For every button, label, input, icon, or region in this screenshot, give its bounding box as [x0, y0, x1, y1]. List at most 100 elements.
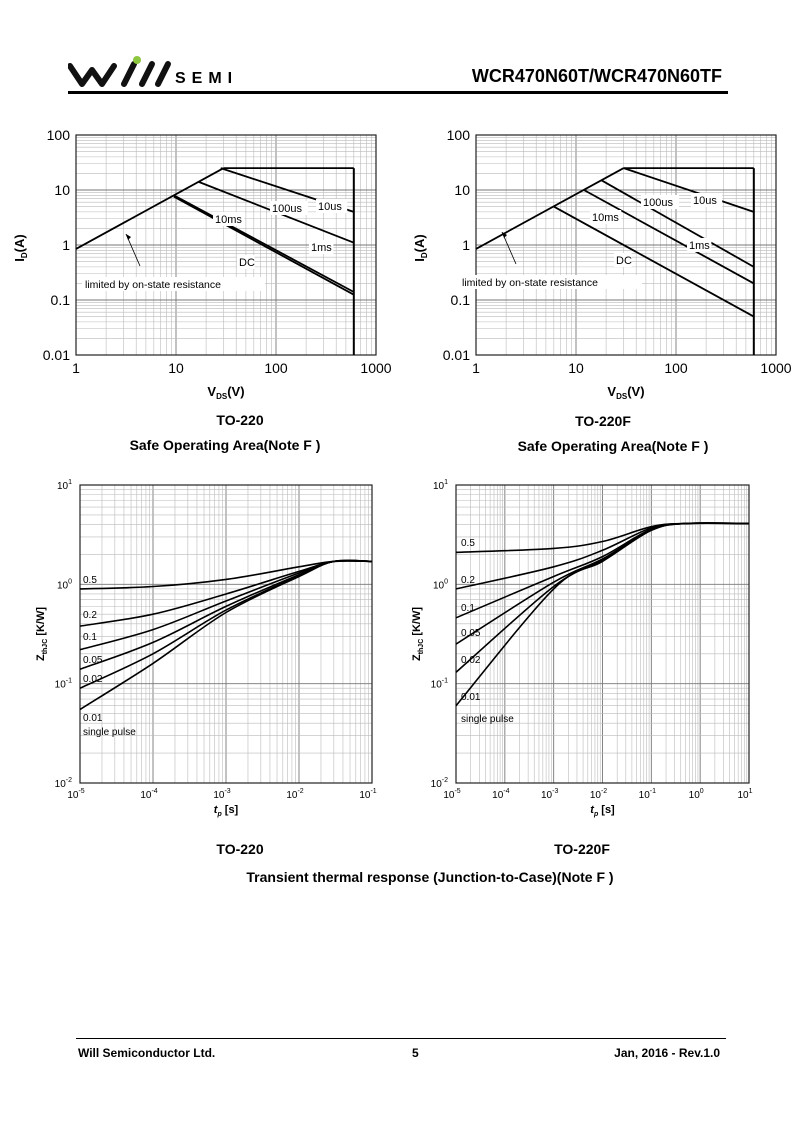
curve-label-100us: 100us	[272, 203, 302, 215]
y-tick-label: 10-2	[55, 777, 72, 790]
y-tick-label: 1	[462, 237, 470, 253]
curve-label-bg	[213, 212, 245, 226]
curve-label-10us: 10us	[693, 195, 717, 207]
y-tick-label: 0.1	[451, 292, 471, 308]
curve-label-0.1: 0.1	[83, 632, 97, 643]
y-axis-label: ID(A)	[412, 234, 429, 261]
x-tick-label: 100	[689, 788, 704, 801]
limit-note-arrowhead	[126, 234, 131, 240]
series-line-10ms	[583, 189, 755, 285]
curve-label-10us: 10us	[318, 201, 342, 213]
y-axis-label: ID(A)	[12, 234, 29, 261]
limit-note-bg	[82, 277, 265, 291]
x-tick-label: 10-1	[639, 788, 656, 801]
x-axis-label: VDS(V)	[607, 384, 644, 401]
x-tick-label: 1000	[760, 360, 791, 376]
x-tick-label: 1	[472, 360, 480, 376]
curve-label-0.02: 0.02	[461, 655, 481, 666]
series-line-limited-by-on-state-resistance	[75, 167, 225, 250]
x-tick-label: 100	[264, 360, 288, 376]
y-axis-label: ZthJC [K/W]	[411, 607, 425, 661]
curve-label-bg	[687, 238, 712, 252]
x-axis-label: VDS(V)	[207, 384, 244, 401]
x-tick-label: 10	[168, 360, 184, 376]
x-tick-label: 10-5	[443, 788, 460, 801]
y-tick-label: 100	[447, 127, 471, 143]
limit-note-arrowhead	[502, 232, 507, 238]
curve-label-10ms: 10ms	[592, 212, 619, 224]
curve-label-0.5: 0.5	[83, 575, 97, 586]
y-tick-label: 10-1	[431, 678, 448, 691]
series-line-limited-by-on-state-resistance	[475, 167, 625, 250]
series-line-DC	[173, 195, 355, 296]
y-tick-label: 101	[57, 479, 72, 492]
y-tick-label: 0.1	[51, 292, 71, 308]
curve-label-0.01: 0.01	[83, 713, 103, 724]
series-line-10ms	[173, 194, 355, 293]
curve-label-1ms: 1ms	[311, 242, 332, 254]
soa-package-to220f: TO-220F	[575, 413, 631, 429]
x-tick-label: 10-2	[286, 788, 303, 801]
footer-rule	[76, 1038, 726, 1039]
plot-frame	[79, 484, 373, 784]
zth-curve-0.01	[79, 559, 373, 711]
y-tick-label: 100	[57, 578, 72, 591]
curve-label-single-pulse: single pulse	[461, 714, 514, 725]
curve-label-1ms: 1ms	[689, 240, 710, 252]
curve-label-bg	[691, 193, 723, 207]
limit-note: limited by on-state resistance	[462, 277, 598, 289]
curve-label-0.1: 0.1	[461, 603, 475, 614]
curve-label-0.05: 0.05	[461, 628, 481, 639]
x-tick-label: 10-4	[140, 788, 157, 801]
curve-label-bg	[309, 240, 334, 254]
footer-company: Will Semiconductor Ltd.	[78, 1046, 216, 1060]
y-tick-label: 1	[62, 237, 70, 253]
curve-label-bg	[641, 195, 679, 209]
curve-label-0.2: 0.2	[83, 610, 97, 621]
x-tick-label: 100	[664, 360, 688, 376]
curve-label-10ms: 10ms	[215, 214, 242, 226]
plot-frame	[75, 134, 377, 356]
y-tick-label: 10	[454, 182, 470, 198]
footer-date-revision: Jan, 2016 - Rev.1.0	[614, 1046, 720, 1060]
y-tick-label: 100	[433, 578, 448, 591]
zth-package-to220f: TO-220F	[554, 841, 610, 857]
y-tick-label: 10-1	[55, 678, 72, 691]
series-line-1ms	[601, 179, 755, 268]
x-tick-label: 10	[568, 360, 584, 376]
x-tick-label: 10-4	[492, 788, 509, 801]
y-tick-label: 10	[54, 182, 70, 198]
curve-label-0.2: 0.2	[461, 575, 475, 586]
x-tick-label: 10-3	[541, 788, 558, 801]
y-axis-label: ZthJC [K/W]	[35, 607, 49, 661]
series-line-DC	[553, 205, 755, 318]
curve-label-bg	[590, 210, 622, 224]
y-tick-label: 0.01	[43, 347, 70, 363]
soa-caption-left: Safe Operating Area(Note F )	[129, 437, 321, 453]
curve-label-bg	[270, 201, 308, 215]
curve-label-bg	[614, 253, 632, 267]
curve-label-100us: 100us	[643, 197, 673, 209]
y-tick-label: 101	[433, 479, 448, 492]
zth-package-to220: TO-220	[216, 841, 264, 857]
x-axis-label: tp [s]	[590, 804, 615, 818]
zth-curve-0.01	[455, 522, 750, 707]
x-tick-label: 101	[737, 788, 752, 801]
curve-label-0.05: 0.05	[83, 655, 103, 666]
zth-caption: Transient thermal response (Junction-to-…	[246, 869, 614, 885]
soa-caption-right: Safe Operating Area(Note F )	[517, 438, 709, 454]
curve-label-DC: DC	[239, 257, 255, 269]
series-line-100us	[623, 167, 755, 213]
curve-label-bg	[237, 255, 255, 269]
x-axis-label: tp [s]	[214, 804, 239, 818]
part-number-title: WCR470N60T/WCR470N60TF	[471, 66, 722, 86]
y-tick-label: 0.01	[443, 347, 470, 363]
curve-label-single-pulse: single pulse	[83, 727, 136, 738]
x-tick-label: 1000	[360, 360, 391, 376]
plot-frame	[475, 134, 777, 356]
curve-label-0.01: 0.01	[461, 692, 481, 703]
plot-frame	[455, 484, 750, 784]
